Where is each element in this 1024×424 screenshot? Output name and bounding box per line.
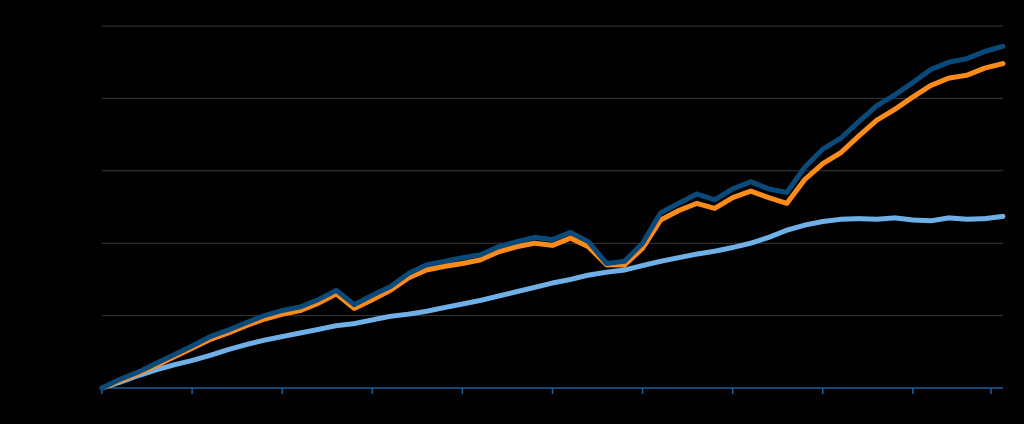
x-axis <box>101 387 1003 394</box>
series-lines <box>99 43 1006 391</box>
gridlines <box>102 25 1003 317</box>
series-line-1 <box>99 43 1006 391</box>
series-line-2 <box>99 61 1006 391</box>
series-line-3 <box>99 213 1006 391</box>
